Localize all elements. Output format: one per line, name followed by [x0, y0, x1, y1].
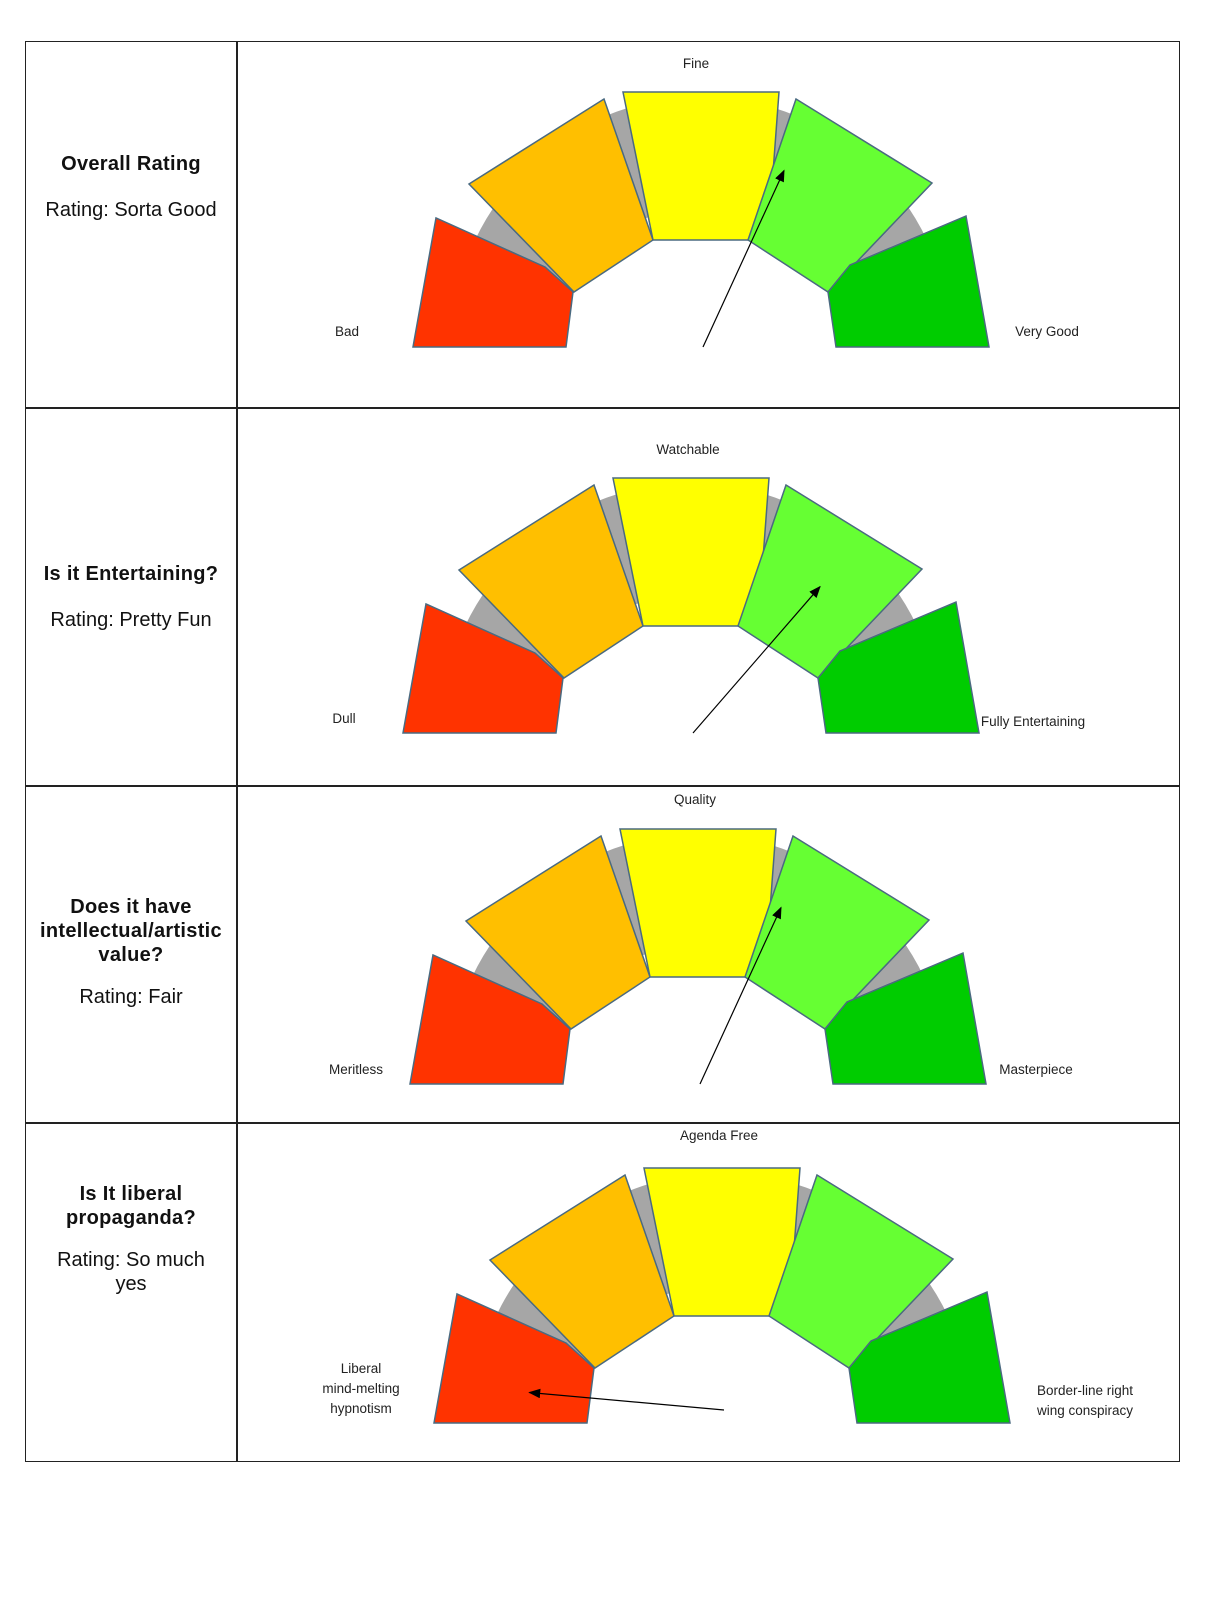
- gauge-max-label: Very Good: [1015, 324, 1079, 339]
- question-cell-propaganda: Is It liberal propaganda? Rating: So muc…: [27, 1124, 235, 1354]
- gauge-mid-label: Agenda Free: [680, 1128, 758, 1143]
- rating-text: Rating: Fair: [79, 986, 183, 1008]
- gauge-overall: Bad Fine Very Good: [335, 56, 1079, 348]
- gauge-min-label-line: Liberal: [341, 1361, 382, 1376]
- gauge-max-label-line: wing conspiracy: [1036, 1403, 1133, 1418]
- gauge-min-label: Dull: [332, 711, 355, 726]
- segment-top: [827, 214, 990, 348]
- question-title: Is it Entertaining?: [43, 563, 219, 585]
- gauge-needle: [699, 906, 782, 1085]
- gauge-needle: [702, 169, 785, 348]
- gauge-entertaining: Dull Watchable Fully Entertaining: [332, 442, 1085, 734]
- question-cell-artistic: Does it have intellectual/artistic value…: [27, 787, 235, 1117]
- gauge-min-label-line: mind-melting: [322, 1381, 399, 1396]
- row-divider: [25, 407, 1180, 409]
- gauge-needle: [528, 1388, 725, 1411]
- gauge-mid-label: Quality: [674, 792, 716, 807]
- question-cell-entertaining: Is it Entertaining? Rating: Pretty Fun: [27, 409, 235, 785]
- rating-text: Rating: Sorta Good: [45, 199, 217, 221]
- gauge-min-label: Meritless: [329, 1062, 383, 1077]
- gauge-max-label: Masterpiece: [999, 1062, 1073, 1077]
- row-divider: [25, 1122, 1180, 1124]
- segment-top: [848, 1290, 1011, 1424]
- segment-bad: [412, 216, 574, 348]
- gauge-min-label-line: hypnotism: [330, 1401, 392, 1416]
- gauge-artistic: Meritless Quality Masterpiece: [329, 792, 1073, 1085]
- question-cell-overall: Overall Rating Rating: Sorta Good: [27, 42, 235, 332]
- segment-bad: [433, 1292, 595, 1424]
- question-title: Does it have intellectual/artistic value…: [40, 896, 222, 966]
- row-divider: [25, 785, 1180, 787]
- segment-bad: [409, 953, 571, 1085]
- gauge-mid-label: Fine: [683, 56, 709, 71]
- segment-top: [824, 951, 987, 1085]
- gauge-needle: [692, 585, 821, 734]
- table-border: [25, 41, 1180, 1462]
- gauge-mid-label: Watchable: [656, 442, 719, 457]
- gauge-propaganda: Agenda Free Liberal mind-melting hypnoti…: [322, 1128, 1133, 1424]
- segment-top: [817, 600, 980, 734]
- rating-text: Rating: So much yes: [57, 1249, 205, 1295]
- gauge-max-label-line: Border-line right: [1037, 1383, 1133, 1398]
- column-divider: [236, 41, 238, 1462]
- segment-bad: [402, 602, 564, 734]
- gauge-min-label: Bad: [335, 324, 359, 339]
- question-title: Overall Rating: [61, 153, 201, 175]
- question-title: Is It liberal propaganda?: [66, 1183, 196, 1229]
- rating-text: Rating: Pretty Fun: [50, 609, 212, 631]
- gauge-max-label: Fully Entertaining: [981, 714, 1085, 729]
